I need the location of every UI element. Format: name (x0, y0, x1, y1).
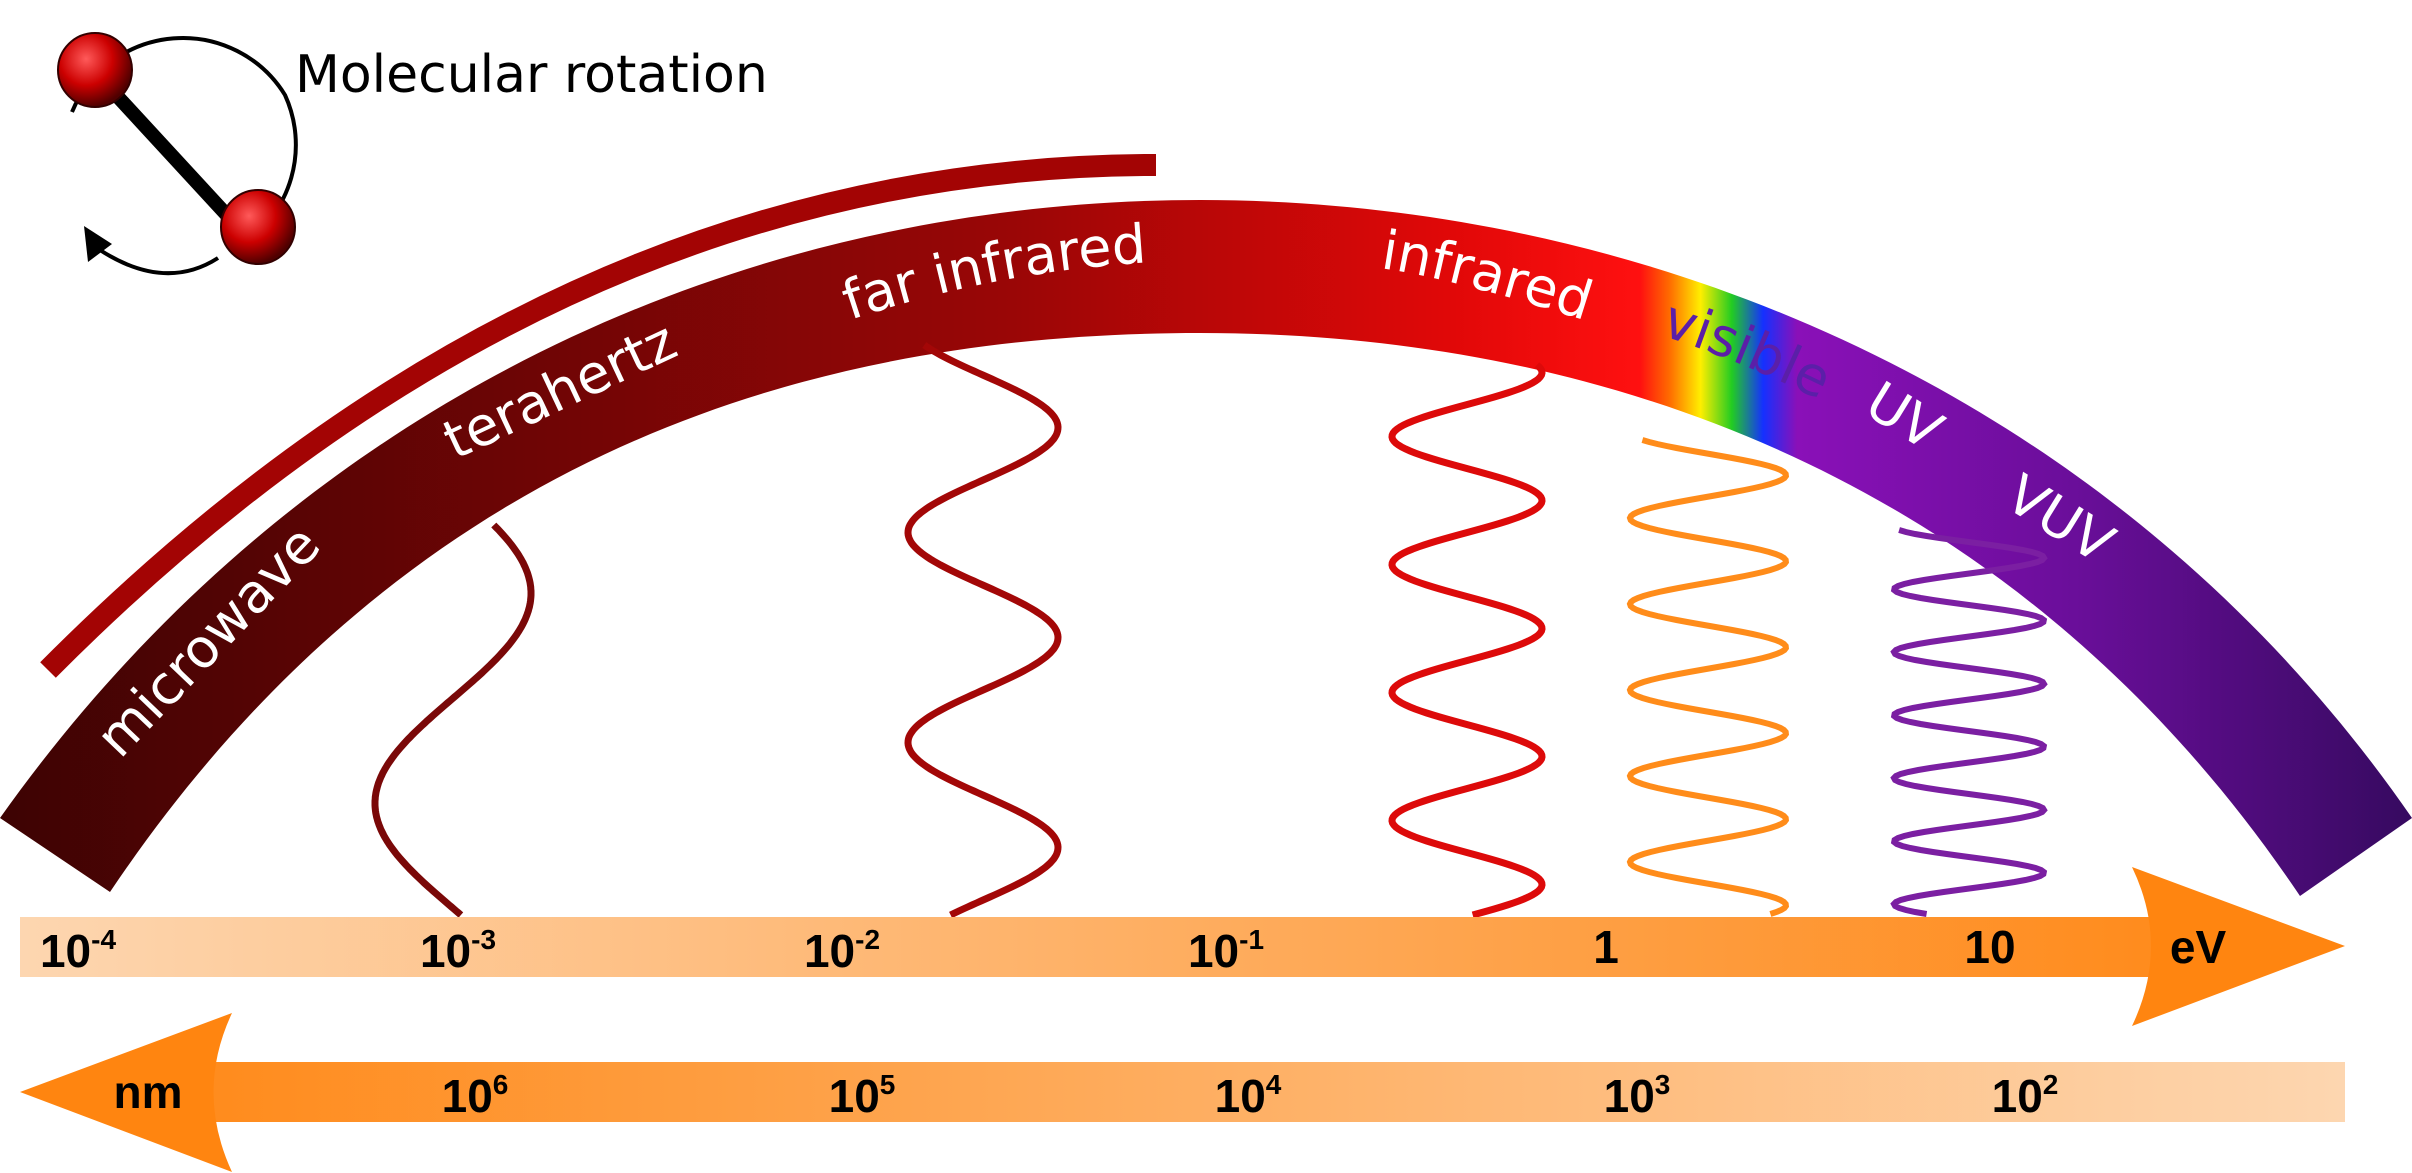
wavelength-tick-2: 104 (1215, 1069, 1282, 1122)
energy-tick-0: 10-4 (40, 924, 116, 977)
atom-icon-top (57, 32, 133, 108)
wave-uv (1890, 527, 2048, 917)
energy-axis-bar (20, 917, 2170, 977)
wave-far-infrared (904, 342, 1062, 919)
wavelength-unit-label: nm (114, 1066, 183, 1118)
atom-icon-bottom (220, 189, 296, 265)
wave-illustrations (371, 342, 2048, 919)
wave-visible (1626, 437, 1790, 917)
molecular-rotation-band-arc (40, 154, 1157, 678)
energy-tick-1: 10-3 (420, 924, 496, 977)
spectrum-arc (0, 200, 2412, 896)
energy-tick-4: 1 (1593, 921, 1619, 973)
wavelength-axis: nm 106 105 104 103 102 (20, 1013, 2345, 1172)
wavelength-tick-1: 105 (829, 1069, 896, 1122)
wavelength-axis-bar (195, 1062, 2345, 1122)
wavelength-tick-3: 103 (1604, 1069, 1671, 1122)
energy-tick-5: 10 (1964, 921, 2015, 973)
wavelength-tick-4: 102 (1992, 1069, 2059, 1122)
diagram-caption: Molecular rotation (295, 45, 768, 105)
wave-terahertz (371, 522, 535, 918)
wave-infrared (1388, 362, 1546, 919)
energy-tick-3: 10-1 (1188, 924, 1264, 977)
energy-unit-label: eV (2170, 921, 2227, 973)
energy-tick-2: 10-2 (804, 924, 880, 977)
energy-axis: 10-4 10-3 10-2 10-1 1 10 eV (20, 867, 2345, 1026)
energy-axis-arrowhead (2132, 867, 2345, 1026)
wavelength-tick-0: 106 (442, 1069, 509, 1122)
wavelength-axis-arrowhead (20, 1013, 232, 1172)
molecule-rotation-icon (57, 32, 298, 276)
